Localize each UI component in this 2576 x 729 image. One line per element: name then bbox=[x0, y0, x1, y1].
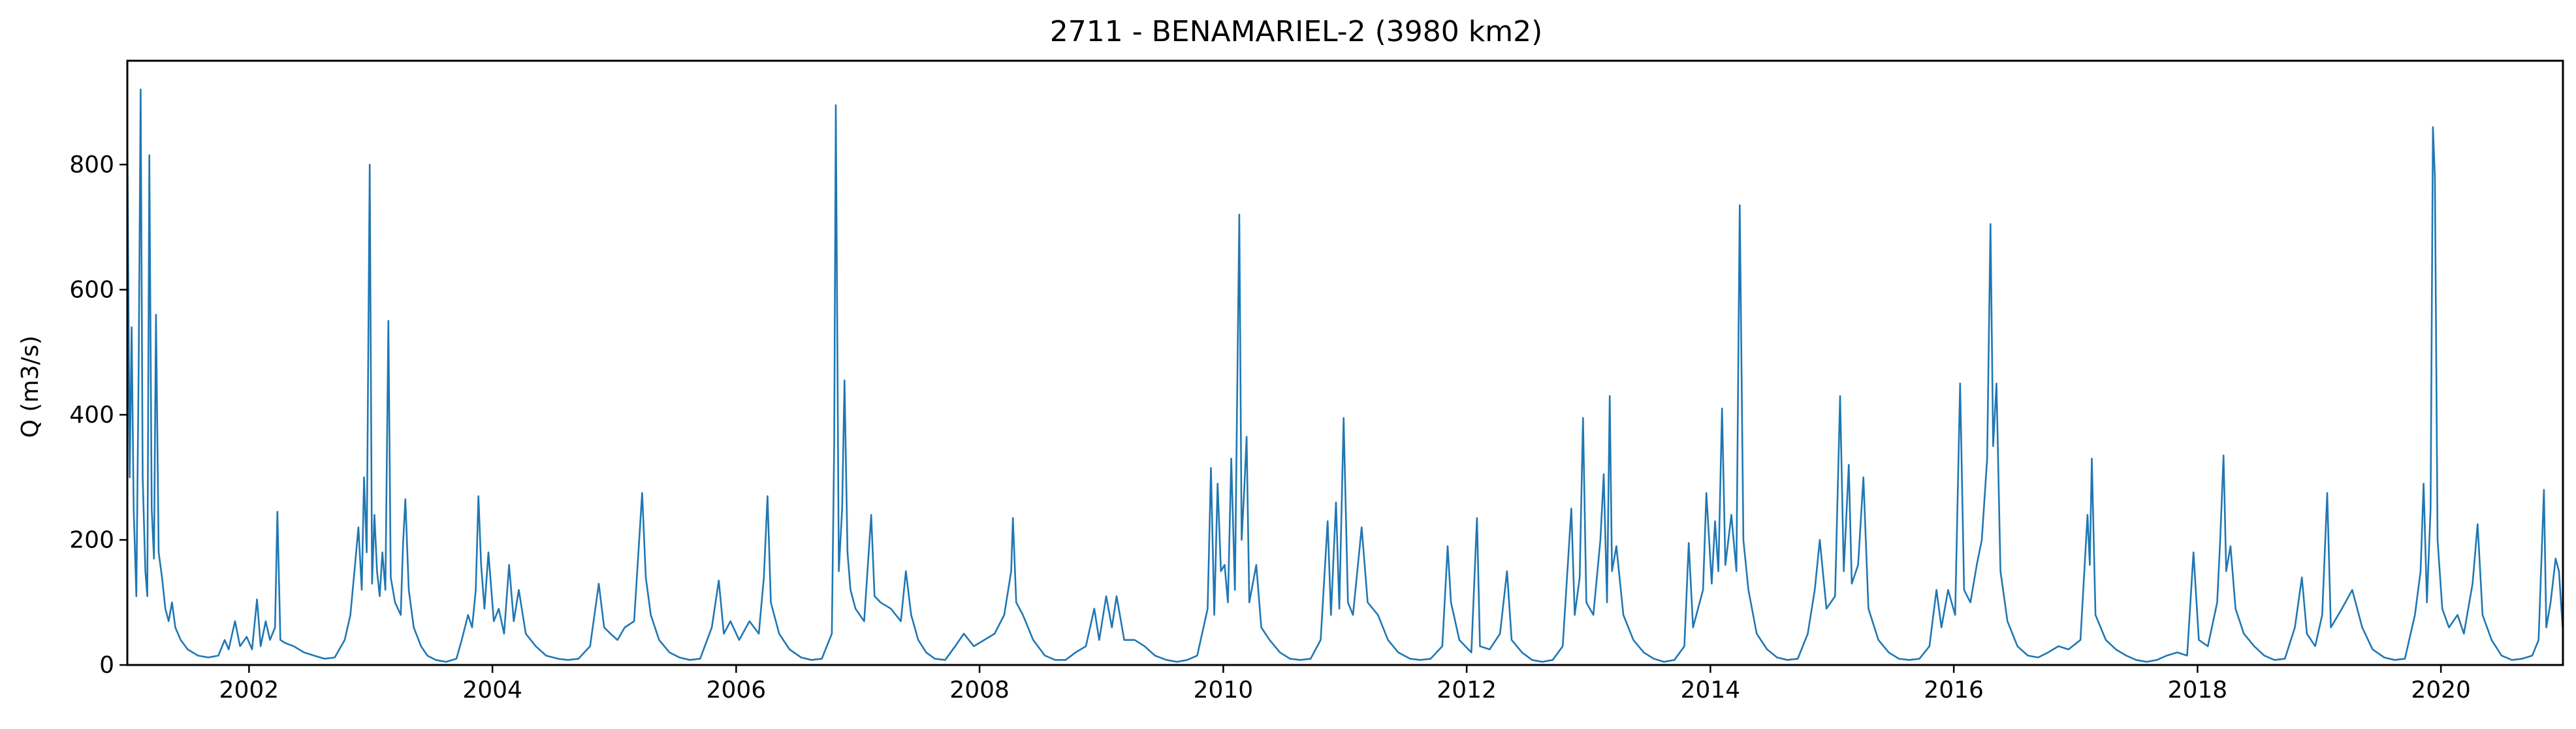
y-tick-label: 800 bbox=[69, 152, 114, 178]
x-tick-label: 2006 bbox=[707, 677, 767, 704]
y-tick-label: 200 bbox=[69, 526, 114, 553]
y-axis-title: Q (m3/s) bbox=[17, 336, 44, 438]
y-tick-label: 0 bbox=[99, 652, 114, 679]
x-tick-label: 2002 bbox=[219, 677, 279, 704]
x-tick-label: 2016 bbox=[1924, 677, 1984, 704]
x-tick-label: 2018 bbox=[2168, 677, 2228, 704]
x-tick-label: 2012 bbox=[1437, 677, 1497, 704]
y-axis-ticks: 0 200 400 600 800 bbox=[69, 152, 127, 679]
plot-frame bbox=[126, 59, 2564, 666]
plot-series bbox=[126, 88, 2564, 663]
chart-title: 2711 - BENAMARIEL-2 (3980 km2) bbox=[1050, 15, 1542, 48]
x-tick-label: 2014 bbox=[1681, 677, 1741, 704]
x-axis-ticks: 2002 2004 2006 2008 2010 2012 2014 2016 2018 2020 bbox=[219, 665, 2471, 704]
x-tick-label: 2010 bbox=[1194, 677, 1254, 704]
x-tick-label: 2008 bbox=[949, 677, 1010, 704]
discharge-series-line bbox=[126, 88, 2564, 663]
y-tick-label: 600 bbox=[69, 276, 114, 303]
x-tick-label: 2020 bbox=[2411, 677, 2471, 704]
x-tick-label: 2004 bbox=[462, 677, 522, 704]
y-tick-label: 400 bbox=[69, 402, 114, 429]
